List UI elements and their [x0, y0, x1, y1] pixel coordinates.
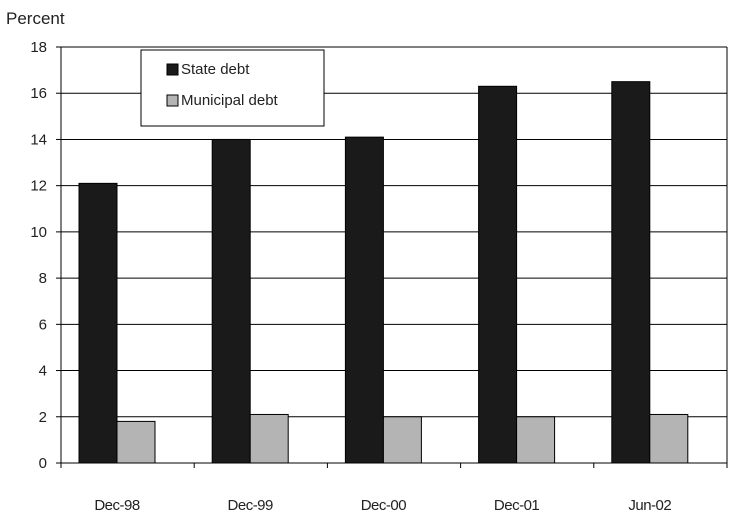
- y-tick-label: 2: [39, 409, 47, 426]
- bar-municipal-debt: [249, 413, 289, 464]
- bar-state-debt: [344, 136, 384, 464]
- bar-state-debt: [478, 85, 518, 464]
- bar-state-debt: [611, 81, 651, 464]
- y-tick-label: 6: [39, 316, 47, 333]
- bar-state-debt: [78, 182, 118, 464]
- y-unit-label: Percent: [6, 9, 65, 28]
- legend-swatch: [166, 63, 179, 76]
- bar-municipal-debt: [116, 420, 156, 464]
- y-tick-label: 0: [39, 455, 47, 472]
- legend-swatch: [166, 94, 179, 107]
- bars: [78, 81, 689, 464]
- y-tick-label: 4: [39, 363, 47, 380]
- bar-municipal-debt: [516, 416, 556, 464]
- y-tick-label: 14: [30, 131, 47, 148]
- y-tick-label: 16: [30, 85, 47, 102]
- y-tick-label: 12: [30, 178, 47, 195]
- y-tick-label: 8: [39, 270, 47, 287]
- x-tick-label: Dec-01: [494, 497, 540, 514]
- legend-box: [140, 49, 325, 127]
- legend-label: Municipal debt: [181, 92, 279, 109]
- x-tick-label: Dec-99: [228, 497, 274, 514]
- bar-state-debt: [211, 138, 251, 464]
- x-tick-label: Jun-02: [628, 497, 671, 514]
- gridlines: [61, 92, 727, 418]
- x-tick-label: Dec-98: [94, 497, 140, 514]
- bar-municipal-debt: [382, 416, 422, 464]
- y-tick-label: 18: [30, 39, 47, 56]
- legend: State debt Municipal debt: [140, 49, 325, 127]
- x-tick-label: Dec-00: [361, 497, 407, 514]
- axes: [56, 46, 728, 468]
- y-tick-label: 10: [30, 224, 47, 241]
- axis-labels: 0 2 4 6 8 10 12 14 16 18 Dec-98 Dec-99 Dec-00 Dec-01 J…: [30, 39, 672, 514]
- bar-municipal-debt: [649, 413, 689, 464]
- legend-label: State debt: [181, 61, 250, 78]
